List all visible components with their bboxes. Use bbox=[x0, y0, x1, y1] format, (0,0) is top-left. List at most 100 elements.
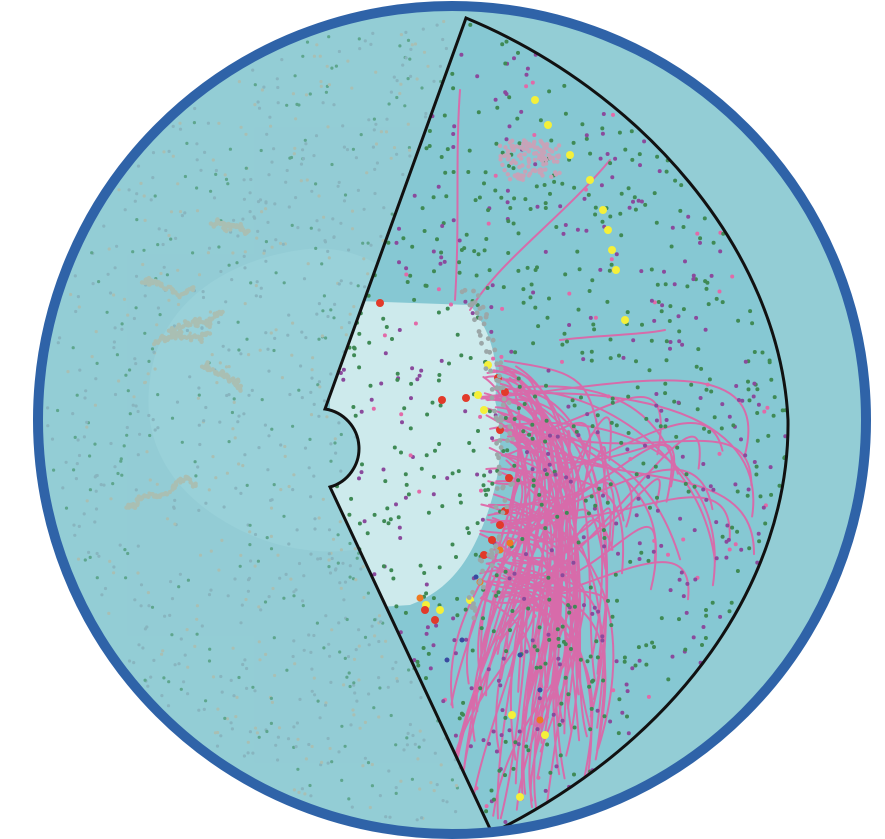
faded-particle bbox=[329, 442, 333, 446]
faded-particle bbox=[389, 713, 393, 718]
scatter-particle bbox=[459, 711, 464, 716]
cloud-particle bbox=[523, 169, 528, 174]
faded-particle bbox=[69, 292, 73, 297]
faded-particle bbox=[207, 593, 212, 597]
faded-particle bbox=[395, 79, 399, 83]
scatter-particle bbox=[655, 282, 660, 287]
faded-particle bbox=[151, 176, 155, 180]
scatter-particle bbox=[536, 775, 541, 780]
faded-particle bbox=[227, 263, 231, 267]
faded-particle bbox=[444, 46, 448, 51]
edge-particle bbox=[459, 289, 465, 295]
faded-particle bbox=[312, 474, 316, 478]
faded-particle bbox=[286, 737, 291, 741]
scatter-particle bbox=[438, 261, 443, 266]
scatter-particle bbox=[700, 643, 704, 647]
scatter-particle bbox=[397, 525, 402, 530]
faded-particle bbox=[226, 182, 230, 186]
scatter-particle bbox=[659, 616, 664, 621]
faded-particle bbox=[273, 336, 277, 340]
faded-particle bbox=[91, 282, 95, 286]
scatter-particle bbox=[659, 543, 664, 548]
scatter-particle bbox=[466, 531, 471, 535]
scatter-particle bbox=[531, 483, 536, 488]
scatter-particle bbox=[617, 130, 622, 135]
faded-particle bbox=[379, 234, 383, 238]
faded-particle bbox=[276, 101, 280, 105]
scatter-particle bbox=[644, 643, 649, 648]
scatter-particle bbox=[566, 603, 571, 608]
scatter-particle bbox=[457, 716, 462, 721]
scatter-particle bbox=[580, 350, 585, 355]
faded-particle bbox=[141, 646, 145, 650]
scatter-particle bbox=[437, 373, 442, 377]
cloud-particle bbox=[541, 146, 547, 152]
faded-particle bbox=[301, 604, 305, 608]
faded-particle bbox=[145, 625, 149, 629]
faded-particle bbox=[311, 356, 315, 360]
scatter-particle bbox=[388, 517, 393, 522]
faded-arc-particle bbox=[220, 309, 225, 315]
scatter-particle bbox=[584, 133, 589, 138]
faded-particle bbox=[407, 668, 411, 672]
pink-track bbox=[497, 420, 633, 528]
scatter-particle bbox=[386, 240, 391, 245]
scatter-particle bbox=[547, 597, 552, 602]
scatter-particle bbox=[626, 431, 631, 435]
scatter-particle bbox=[724, 539, 729, 544]
scatter-particle bbox=[644, 416, 649, 421]
scatter-particle bbox=[584, 187, 588, 192]
faded-particle bbox=[133, 598, 137, 602]
scatter-particle bbox=[600, 131, 605, 136]
scatter-particle bbox=[537, 625, 542, 630]
faded-particle bbox=[259, 608, 263, 612]
faded-particle bbox=[102, 483, 106, 487]
scatter-particle bbox=[653, 464, 658, 469]
scatter-particle bbox=[424, 146, 429, 151]
faded-particle bbox=[228, 147, 232, 151]
pink-track bbox=[506, 426, 588, 738]
scatter-particle bbox=[719, 426, 724, 431]
faded-particle bbox=[329, 459, 333, 463]
edge-particle bbox=[493, 504, 499, 510]
scatter-particle bbox=[558, 204, 563, 209]
scatter-particle bbox=[464, 232, 469, 237]
faded-particle bbox=[295, 528, 299, 532]
scatter-particle bbox=[681, 537, 686, 542]
faded-particle bbox=[339, 221, 343, 225]
scatter-particle bbox=[436, 287, 441, 292]
faded-arc-particle bbox=[190, 287, 195, 293]
faded-particle bbox=[280, 58, 284, 62]
edge-particle bbox=[501, 396, 507, 402]
scatter-particle bbox=[694, 364, 699, 369]
faded-particle bbox=[354, 578, 358, 582]
faded-particle bbox=[143, 678, 147, 682]
faded-particle bbox=[313, 527, 317, 531]
scatter-particle bbox=[611, 112, 615, 117]
edge-particle bbox=[474, 310, 480, 316]
pink-track bbox=[454, 89, 461, 301]
faded-particle bbox=[307, 742, 311, 747]
edge-particle bbox=[481, 321, 487, 327]
scatter-particle bbox=[478, 686, 483, 691]
faded-particle bbox=[373, 634, 377, 638]
faded-particle bbox=[217, 245, 221, 249]
scatter-particle bbox=[546, 575, 551, 580]
faded-particle bbox=[274, 238, 278, 242]
faded-particle bbox=[363, 285, 367, 289]
scatter-particle bbox=[463, 607, 468, 612]
scatter-particle bbox=[543, 526, 548, 531]
edge-particle bbox=[507, 430, 513, 436]
scatter-particle bbox=[547, 462, 552, 467]
faded-particle bbox=[315, 43, 319, 47]
scatter-particle bbox=[357, 331, 362, 336]
faded-particle bbox=[120, 327, 124, 331]
scatter-particle bbox=[505, 200, 510, 205]
pink-track bbox=[485, 398, 596, 682]
cloud-particle bbox=[526, 173, 532, 178]
faded-particle bbox=[377, 614, 382, 618]
scatter-particle bbox=[691, 635, 696, 640]
faded-particle bbox=[264, 201, 268, 205]
faded-particle bbox=[309, 413, 314, 417]
faded-particle bbox=[316, 699, 320, 703]
